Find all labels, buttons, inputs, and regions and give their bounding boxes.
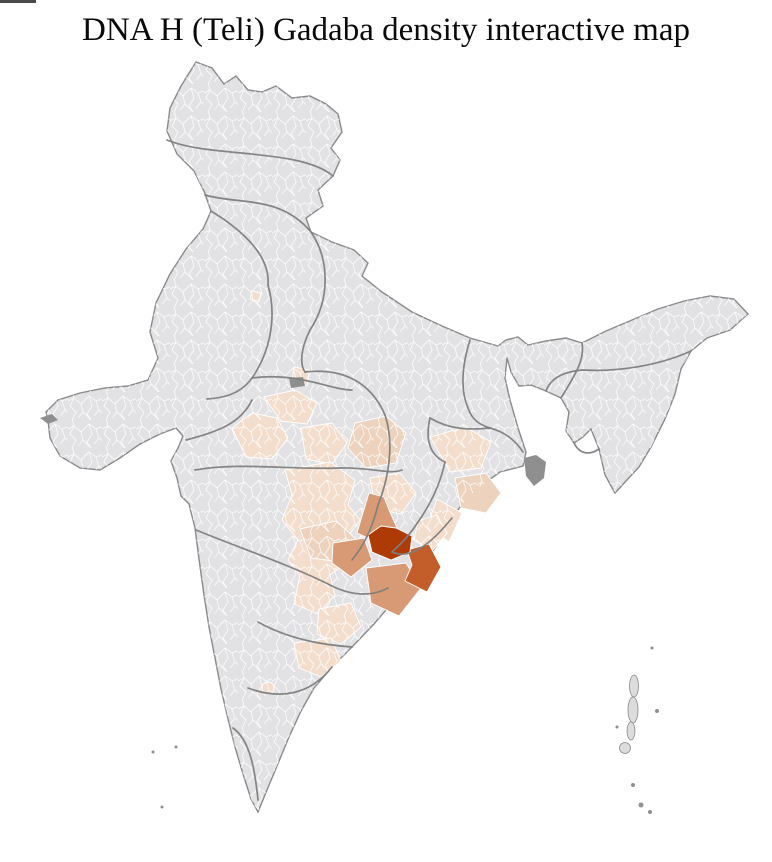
district-texture-overlay bbox=[46, 62, 748, 812]
high-density-districts bbox=[404, 543, 442, 593]
state-borders bbox=[166, 139, 692, 801]
small-islands-dots bbox=[151, 646, 659, 814]
andaman-nicobar-islands bbox=[619, 674, 639, 754]
bengal-delta-shading bbox=[524, 455, 546, 486]
district-highest[interactable] bbox=[367, 525, 413, 561]
district-medium[interactable] bbox=[331, 537, 373, 578]
highest-density-districts bbox=[367, 525, 413, 561]
window-edge-artifact bbox=[0, 0, 36, 3]
page-title: DNA H (Teli) Gadaba density interactive … bbox=[82, 12, 690, 48]
district-high[interactable] bbox=[404, 543, 442, 593]
kutch-west-islet bbox=[40, 414, 58, 424]
